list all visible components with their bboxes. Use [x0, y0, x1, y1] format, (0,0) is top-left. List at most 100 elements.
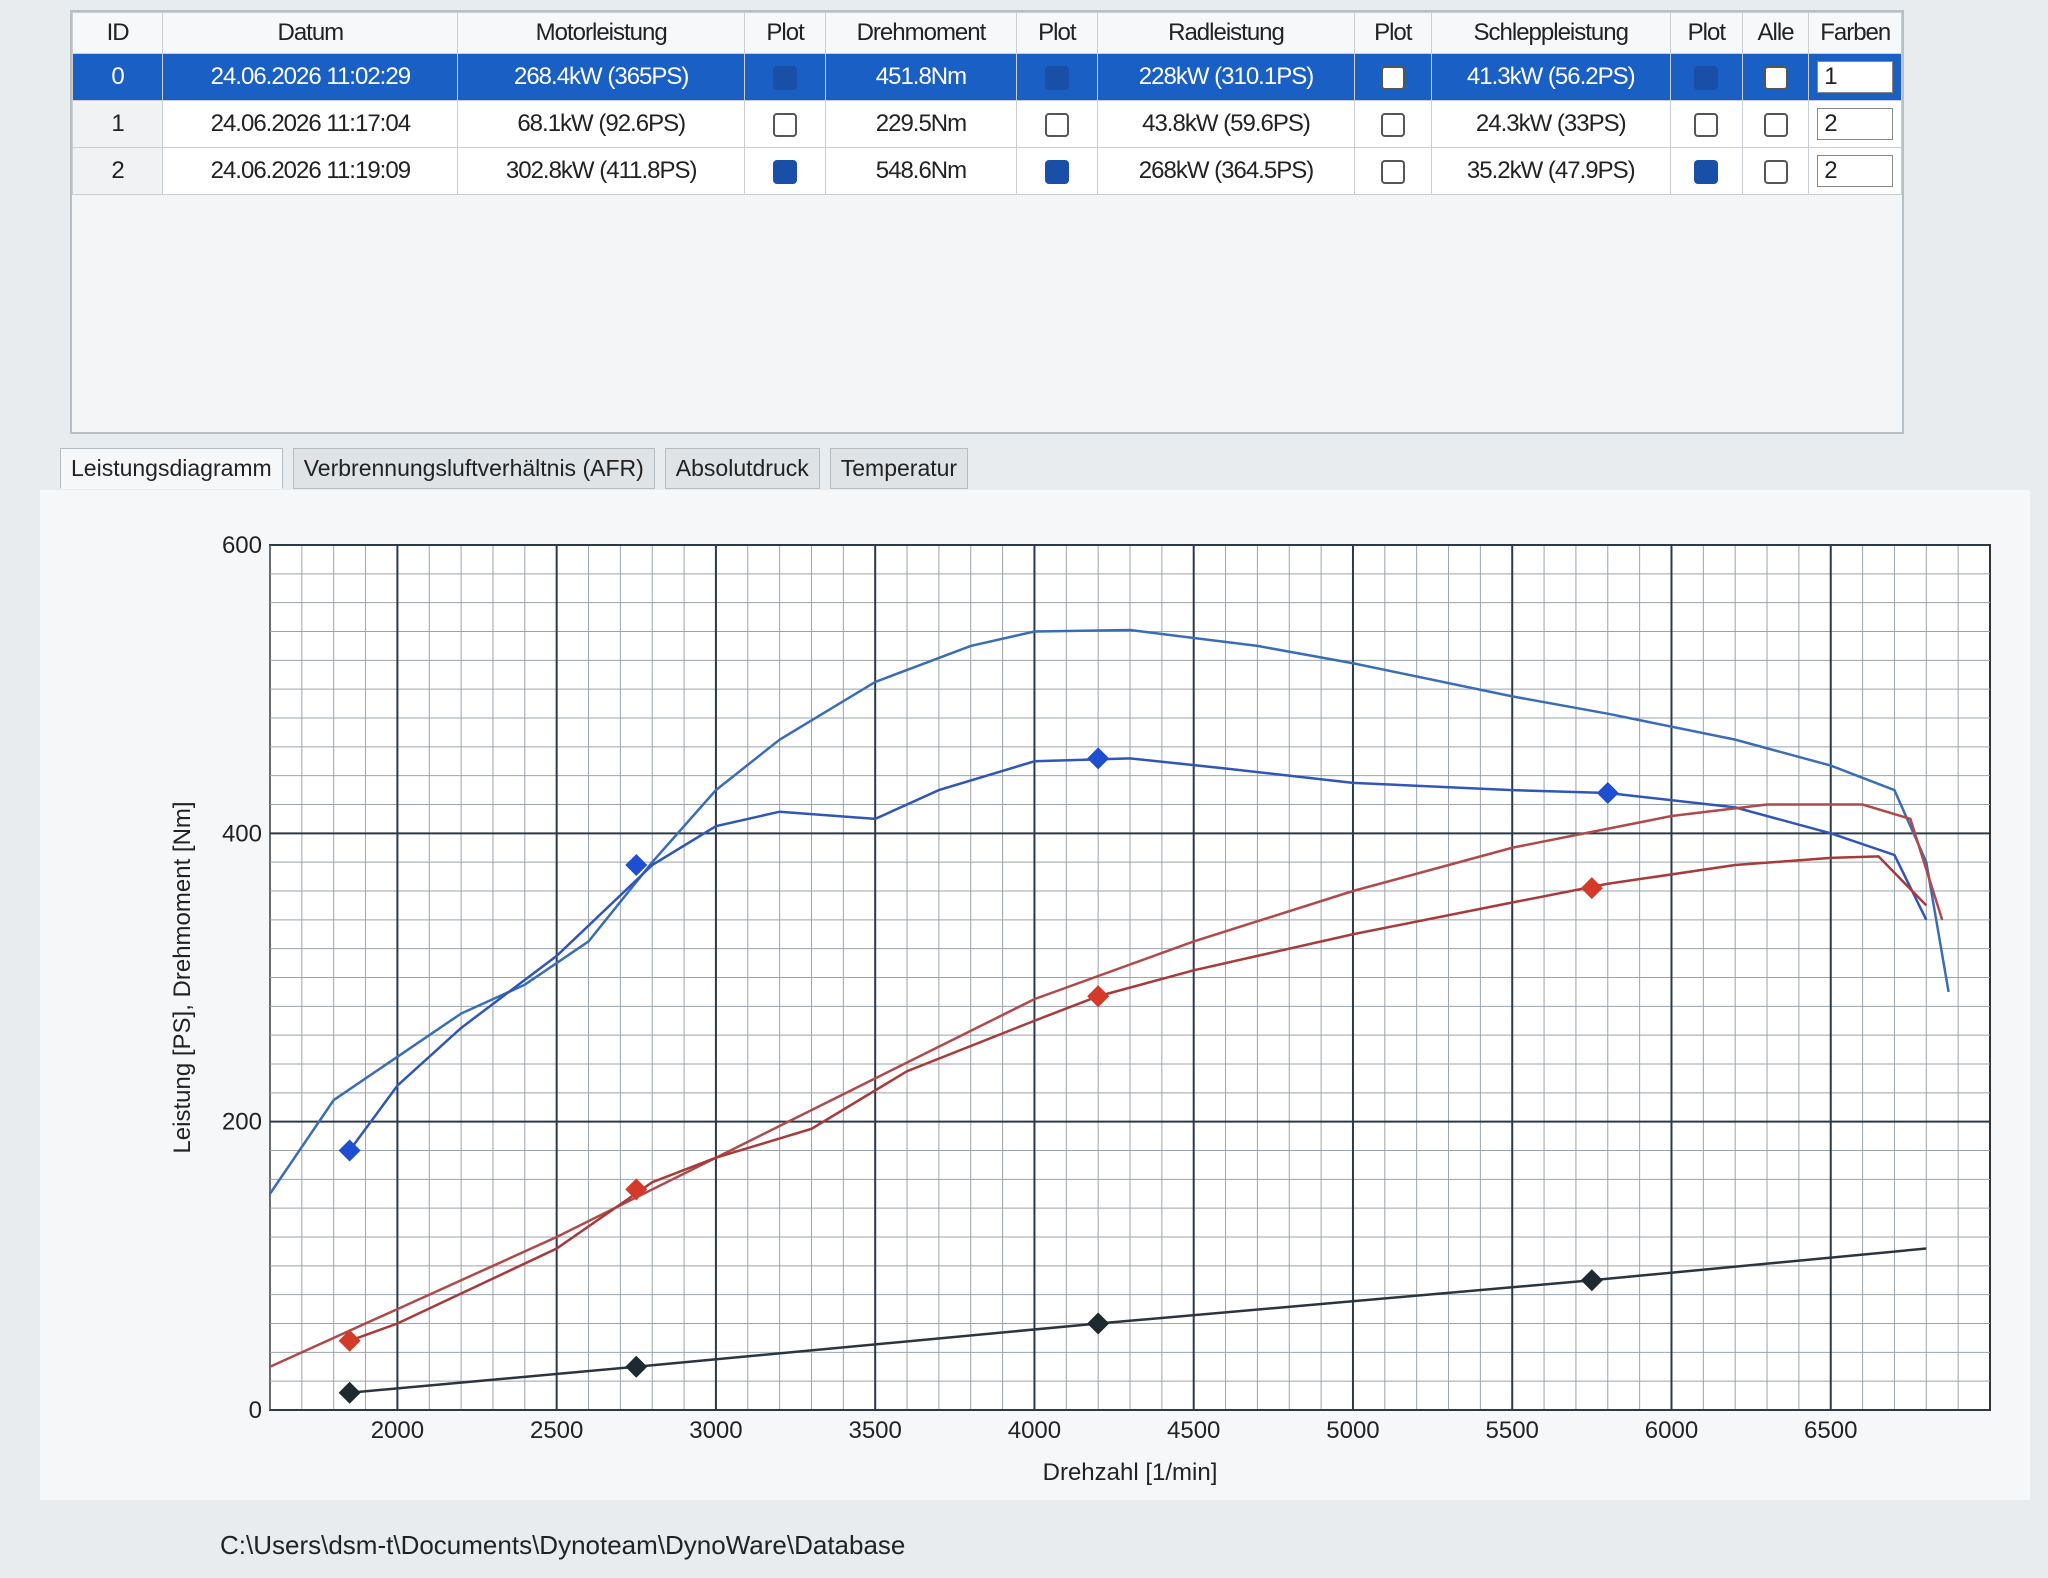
row-id: 2 [71, 147, 164, 195]
status-path: C:\Users\dsm-t\Documents\Dynoteam\DynoWa… [220, 1530, 906, 1560]
checkbox[interactable] [773, 159, 798, 184]
checkbox[interactable] [1380, 159, 1405, 184]
column-header: Plot [1015, 12, 1098, 54]
data-line [268, 628, 1950, 1195]
x-tick-label: 6500 [1804, 1417, 1857, 1444]
tab-bar: Leistungsdiagramm Verbrennungsluftverhält… [60, 448, 969, 489]
cell: 68.1kW (92.6PS) [457, 100, 745, 148]
marker [338, 1329, 361, 1352]
x-tick-label: 3500 [848, 1417, 901, 1444]
column-header: Farben [1808, 12, 1902, 54]
color-dropdown[interactable]: 2 [1817, 155, 1894, 187]
checkbox[interactable] [1044, 112, 1069, 137]
column-header: Plot [743, 12, 827, 54]
x-tick-label: 2000 [371, 1417, 424, 1444]
y-tick-label: 600 [222, 532, 262, 559]
table-row[interactable]: 2 24.06.2026 11:19:09 302.8kW (411.8PS) 548… [71, 147, 1902, 195]
cell: 43.8kW (59.6PS) [1096, 100, 1356, 148]
chart-panel: 2000 2500 3000 3500 4000 4500 5000 5500 6000 6500… [40, 490, 2030, 1500]
tab[interactable]: Temperatur [829, 448, 969, 489]
tab[interactable]: Leistungsdiagramm [60, 448, 283, 489]
checkbox-cell [1741, 147, 1810, 195]
cell: 24.06.2026 11:02:29 [162, 53, 459, 101]
cell: 35.2kW (47.9PS) [1430, 147, 1671, 195]
tab[interactable]: Absolutdruck [664, 448, 820, 489]
x-axis-label: Drehzahl [1/min] [1043, 1459, 1218, 1486]
checkbox-cell [1354, 147, 1432, 195]
y-tick-label: 0 [249, 1397, 262, 1424]
table-row[interactable]: 0 24.06.2026 11:02:29 268.4kW (365PS) 451.8… [71, 53, 1902, 101]
column-header: Radleistung [1096, 12, 1356, 54]
cell: 548.6Nm [825, 147, 1017, 195]
checkbox-cell [1015, 147, 1098, 195]
x-tick-label: 6000 [1645, 1417, 1698, 1444]
cell: 228kW (310.1PS) [1096, 53, 1356, 101]
column-header: Motorleistung [457, 12, 745, 54]
checkbox[interactable] [1380, 65, 1405, 90]
checkbox[interactable] [1694, 112, 1719, 137]
color-dropdown[interactable]: 2 [1817, 108, 1894, 140]
marker [1087, 747, 1110, 770]
cell: 24.06.2026 11:17:04 [162, 100, 459, 148]
column-header: ID [71, 12, 164, 54]
color-cell: 1 [1808, 53, 1902, 101]
y-tick-label: 200 [222, 1109, 262, 1136]
x-tick-label: 3000 [689, 1417, 742, 1444]
cell: 268.4kW (365PS) [457, 53, 745, 101]
checkbox[interactable] [1694, 159, 1719, 184]
checkbox-cell [1015, 53, 1098, 101]
cell: 229.5Nm [825, 100, 1017, 148]
checkbox-cell [1354, 53, 1432, 101]
marker [338, 1139, 361, 1162]
cell: 41.3kW (56.2PS) [1430, 53, 1671, 101]
checkbox[interactable] [1763, 112, 1788, 137]
checkbox[interactable] [773, 65, 798, 90]
y-tick-label: 400 [222, 820, 262, 847]
marker [1087, 1312, 1110, 1335]
checkbox-cell [1741, 53, 1810, 101]
x-tick-label: 5000 [1326, 1417, 1379, 1444]
checkbox-cell [1354, 100, 1432, 148]
tab[interactable]: Verbrennungsluftverhältnis (AFR) [292, 448, 655, 489]
column-header: Datum [162, 12, 459, 54]
checkbox-cell [1670, 100, 1743, 148]
marker [1580, 877, 1603, 900]
checkbox[interactable] [1044, 65, 1069, 90]
row-id: 1 [71, 100, 164, 148]
checkbox-cell [743, 100, 827, 148]
marker [625, 854, 648, 877]
data-line [269, 803, 1944, 1368]
marker [1580, 1269, 1603, 1292]
checkbox[interactable] [773, 112, 798, 137]
checkbox[interactable] [1044, 159, 1069, 184]
cell: 24.06.2026 11:19:09 [162, 147, 459, 195]
color-cell: 2 [1808, 147, 1902, 195]
checkbox-cell [1670, 147, 1743, 195]
checkbox-cell [1670, 53, 1743, 101]
y-axis-label: Leistung [PS], Drehmoment [Nm] [169, 801, 196, 1153]
column-header: Plot [1670, 12, 1743, 54]
checkbox[interactable] [1763, 159, 1788, 184]
color-cell: 2 [1808, 100, 1902, 148]
marker [625, 1355, 648, 1378]
table-row[interactable]: 1 24.06.2026 11:17:04 68.1kW (92.6PS) 229.5… [71, 100, 1902, 148]
x-tick-label: 4000 [1008, 1417, 1061, 1444]
runs-table-panel: ID Datum Motorleistung Plot Drehmoment Plot Ra… [70, 10, 1904, 434]
marker [1596, 781, 1619, 804]
checkbox-cell [743, 147, 827, 195]
runs-table: ID Datum Motorleistung Plot Drehmoment Plot Ra… [71, 12, 1902, 195]
cell: 24.3kW (33PS) [1430, 100, 1671, 148]
checkbox[interactable] [1694, 65, 1719, 90]
color-dropdown[interactable]: 1 [1817, 61, 1894, 93]
checkbox[interactable] [1763, 65, 1788, 90]
x-tick-label: 2500 [530, 1417, 583, 1444]
column-header: Schleppleistung [1430, 12, 1671, 54]
column-header: Plot [1354, 12, 1432, 54]
marker [338, 1381, 361, 1404]
row-id: 0 [71, 53, 164, 101]
checkbox[interactable] [1380, 112, 1405, 137]
column-header: Drehmoment [825, 12, 1017, 54]
x-tick-label: 5500 [1486, 1417, 1539, 1444]
marker [1087, 985, 1110, 1008]
